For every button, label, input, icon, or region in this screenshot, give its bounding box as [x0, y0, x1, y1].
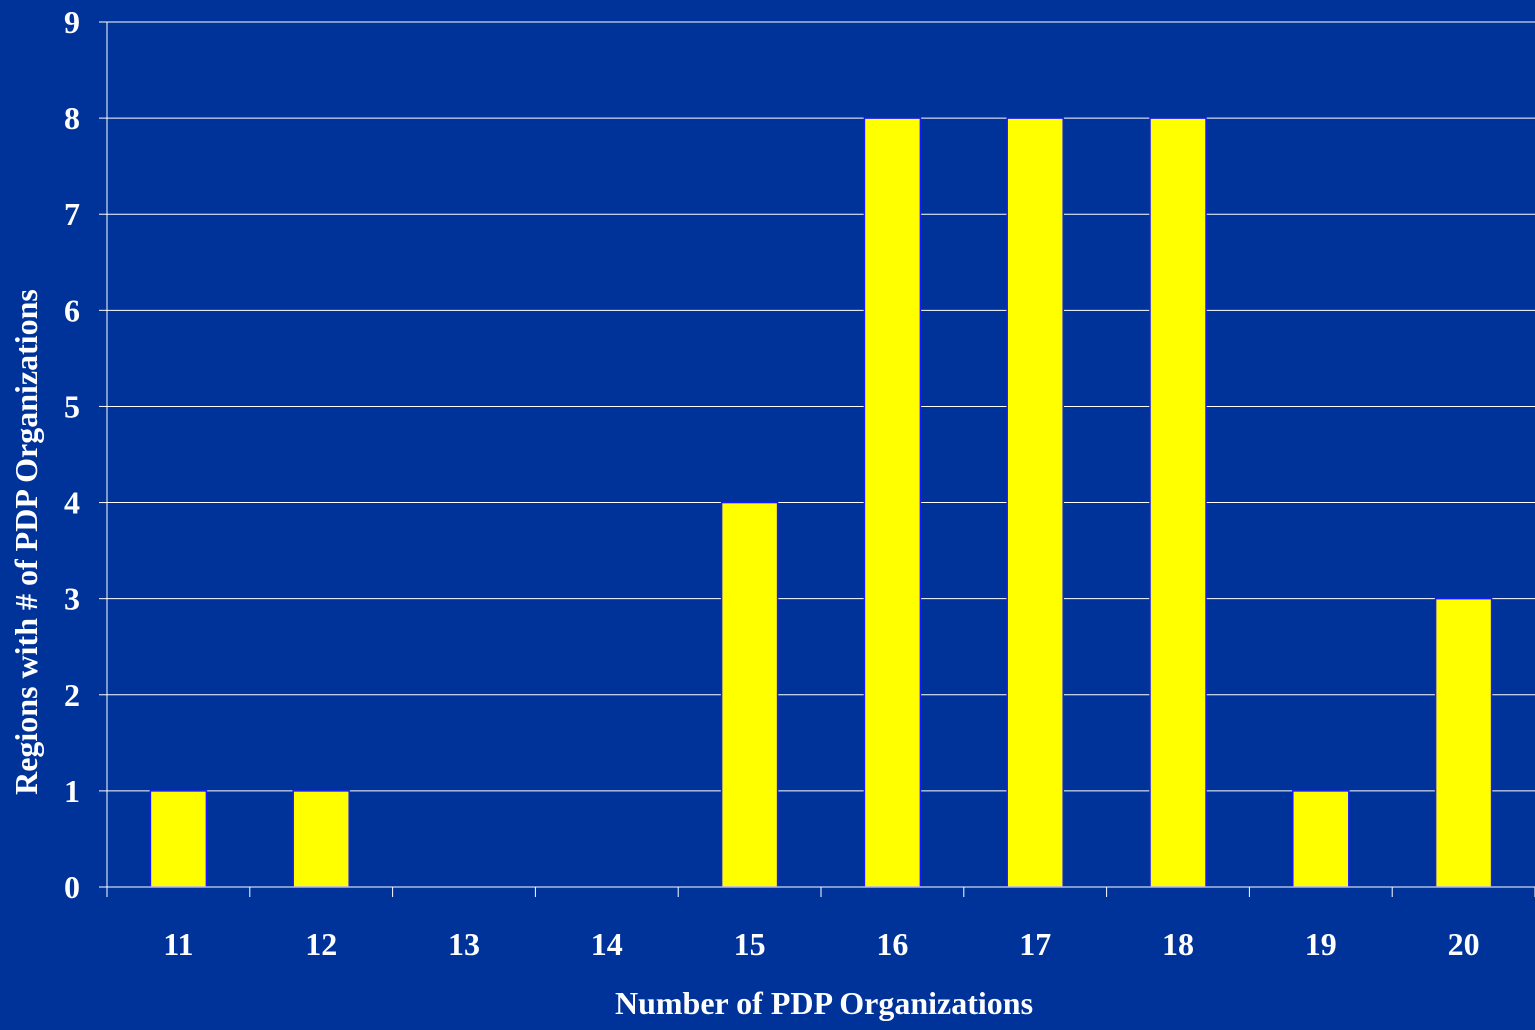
x-tick-label-11: 11: [163, 926, 193, 962]
x-tick-label-18: 18: [1162, 926, 1194, 962]
x-tick-label-17: 17: [1019, 926, 1051, 962]
y-tick-label-2: 2: [64, 677, 80, 713]
y-tick-label-6: 6: [64, 292, 80, 328]
bar-12: [292, 790, 350, 888]
x-tick-label-16: 16: [876, 926, 908, 962]
gridlines: [107, 21, 1535, 792]
bar-17: [1006, 117, 1064, 888]
y-tick-label-0: 0: [64, 869, 80, 905]
x-tick-label-12: 12: [305, 926, 337, 962]
x-axis-title: Number of PDP Organizations: [615, 985, 1033, 1021]
y-tick-label-3: 3: [64, 581, 80, 617]
bar-18: [1149, 117, 1207, 888]
x-tick-label-14: 14: [591, 926, 623, 962]
bar-15: [720, 501, 779, 888]
x-tick-label-20: 20: [1448, 926, 1480, 962]
y-axis-title: Regions with # of PDP Organizations: [8, 289, 44, 795]
x-tick-label-15: 15: [734, 926, 766, 962]
bar-11: [149, 790, 208, 888]
y-tick-label-5: 5: [64, 388, 80, 424]
x-tick-label-19: 19: [1305, 926, 1337, 962]
x-tick-label-13: 13: [448, 926, 480, 962]
bar-16: [863, 117, 922, 888]
y-tick-label-9: 9: [64, 4, 80, 40]
y-tick-label-7: 7: [64, 196, 80, 232]
bar-19: [1292, 790, 1350, 888]
axes: [99, 21, 1535, 897]
y-tick-label-8: 8: [64, 100, 80, 136]
y-tick-label-1: 1: [64, 773, 80, 809]
bars: [149, 117, 1493, 888]
y-tick-label-4: 4: [64, 485, 80, 521]
bar-20: [1434, 597, 1493, 888]
